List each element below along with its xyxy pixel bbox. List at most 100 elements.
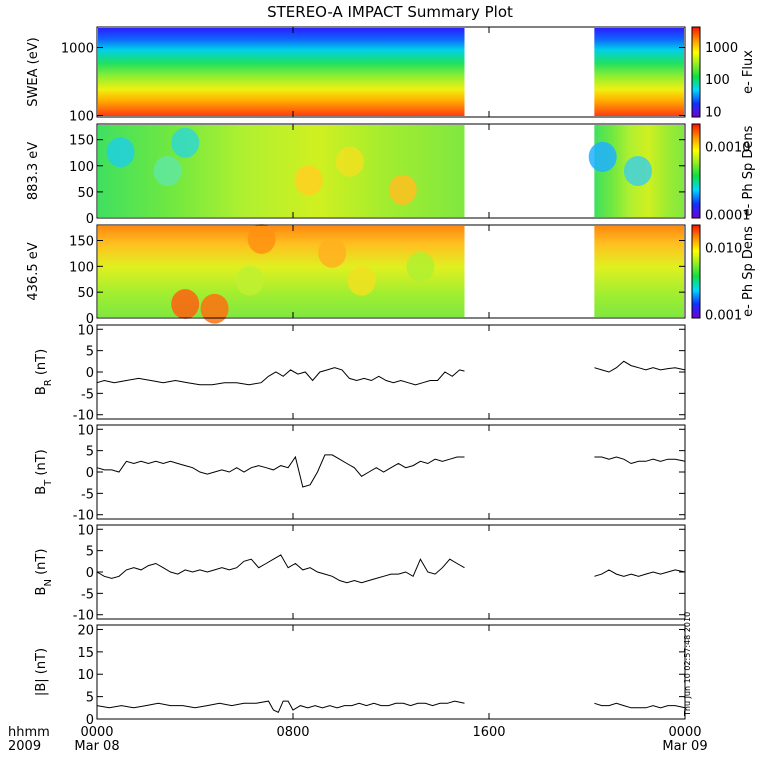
y-axis-label: SWEA (eV) — [26, 37, 41, 106]
heatmap-patch — [335, 146, 364, 177]
y-tick-label: 50 — [77, 286, 94, 301]
colorbar-tick-label: 0.0010 — [705, 141, 751, 156]
heatmap-block-1 — [98, 226, 465, 317]
heatmap-patch — [171, 289, 200, 319]
series-line-2 — [594, 360, 686, 373]
date-label: Mar 08 — [74, 739, 119, 754]
y-tick-label: 10 — [77, 323, 94, 338]
date-label: Mar 09 — [662, 739, 707, 754]
series-line-2 — [594, 569, 686, 577]
y-tick-label: 100 — [69, 160, 94, 175]
panel-frame — [96, 224, 686, 319]
series-line-1 — [96, 367, 465, 386]
heatmap-patch — [171, 127, 200, 158]
y-tick-label: 150 — [69, 134, 94, 149]
y-tick-label: 50 — [77, 186, 94, 201]
panel-frame — [96, 123, 686, 219]
colorbar-tick-label: 100 — [705, 73, 730, 88]
y-tick-label: 10 — [77, 668, 94, 683]
y-tick-label: 100 — [69, 109, 94, 124]
colorbar — [691, 224, 701, 319]
heatmap-patch — [347, 265, 376, 296]
time-axis-unit-label: hhmm — [8, 725, 50, 740]
y-axis-label: 883.3 eV — [26, 142, 41, 200]
heatmap-patch — [623, 155, 652, 187]
y-tick-label: 150 — [69, 235, 94, 250]
y-tick-label: -5 — [81, 587, 94, 602]
y-axis-label: |B| (nT) — [34, 648, 49, 696]
y-tick-label: 15 — [77, 646, 94, 661]
y-axis-label: BN (nT) — [34, 549, 54, 596]
heatmap-patch — [247, 224, 276, 254]
panel-frame — [96, 26, 686, 118]
time-tick-label: 1600 — [472, 725, 505, 740]
colorbar-tick-label: 0.0001 — [705, 208, 751, 223]
heatmap-block-2 — [594, 226, 684, 317]
colorbar-label: e- Flux — [741, 50, 756, 94]
y-tick-label: 100 — [69, 260, 94, 275]
panel-br: 10 5 0 -5 -10 BR (nT) — [34, 323, 686, 424]
panel-frame — [96, 424, 686, 520]
colorbar-tick-label: 1000 — [705, 41, 738, 56]
y-tick-label: -10 — [73, 509, 94, 524]
y-tick-label: 0 — [86, 466, 94, 481]
heatmap-patch — [588, 141, 617, 172]
y-tick-label: 20 — [77, 623, 94, 638]
colorbar-label: e- Ph Sp Dens — [741, 125, 756, 216]
y-tick-label: 0 — [86, 713, 94, 728]
time-tick-label: 0000 — [668, 725, 701, 740]
colorbar — [691, 123, 701, 219]
colorbar — [691, 26, 701, 118]
colorbar-tick-label: 0.010 — [705, 241, 742, 256]
y-tick-label: 5 — [86, 545, 94, 560]
series-line-1 — [96, 554, 465, 584]
y-axis-label: BT (nT) — [34, 449, 54, 495]
heatmap-patch — [106, 137, 135, 168]
series-line-1 — [96, 454, 465, 488]
time-tick-label: 0800 — [276, 725, 309, 740]
heatmap-patch — [200, 293, 229, 324]
colorbar-tick-label: 10 — [705, 106, 722, 121]
heatmap-patch — [235, 265, 264, 296]
y-axis-label: 436.5 eV — [26, 242, 41, 300]
panel-frame — [96, 324, 686, 420]
series-line-2 — [594, 702, 686, 709]
y-tick-label: -10 — [73, 609, 94, 624]
time-tick-label: 0000 — [80, 725, 113, 740]
y-tick-label: 5 — [86, 691, 94, 706]
y-tick-label: 0 — [86, 212, 94, 227]
series-line-2 — [594, 456, 686, 465]
panel-bn: 10 5 0 -5 -10 BN (nT) — [34, 523, 686, 624]
y-tick-label: 0 — [86, 566, 94, 581]
plot-title: STEREO-A IMPACT Summary Plot — [267, 3, 513, 21]
y-tick-label: 1000 — [61, 41, 94, 56]
heatmap-block-1 — [98, 125, 465, 217]
series-line-1 — [96, 700, 465, 713]
y-tick-label: 5 — [86, 445, 94, 460]
y-tick-label: -5 — [81, 387, 94, 402]
y-tick-label: 5 — [86, 345, 94, 360]
heatmap-patch — [406, 251, 435, 282]
panel-bt: 10 5 0 -5 -10 BT (nT) — [34, 423, 686, 524]
heatmap-patch — [388, 174, 417, 205]
y-tick-label: 0 — [86, 366, 94, 381]
panel-bmag: 20 15 10 5 0 |B| (nT) — [34, 623, 686, 728]
time-axis-year-label: 2009 — [8, 739, 41, 754]
y-tick-label: 0 — [86, 312, 94, 327]
colorbar-label: e- Ph Sp Dens — [741, 226, 756, 317]
heatmap-block-1 — [98, 28, 465, 116]
panel-frame — [96, 524, 686, 620]
y-tick-label: 10 — [77, 423, 94, 438]
heatmap-patch — [318, 238, 347, 268]
panel-swea: 1000 100 SWEA (eV) 1000 100 10 e- Flux — [26, 26, 756, 124]
timestamp: Thu Jun 10 02:57:48 2010 — [683, 612, 692, 717]
panel-frame — [96, 624, 686, 720]
heatmap-patch — [294, 165, 323, 196]
heatmap-block-2 — [594, 28, 684, 116]
y-tick-label: -5 — [81, 487, 94, 502]
heatmap-patch — [153, 155, 182, 187]
